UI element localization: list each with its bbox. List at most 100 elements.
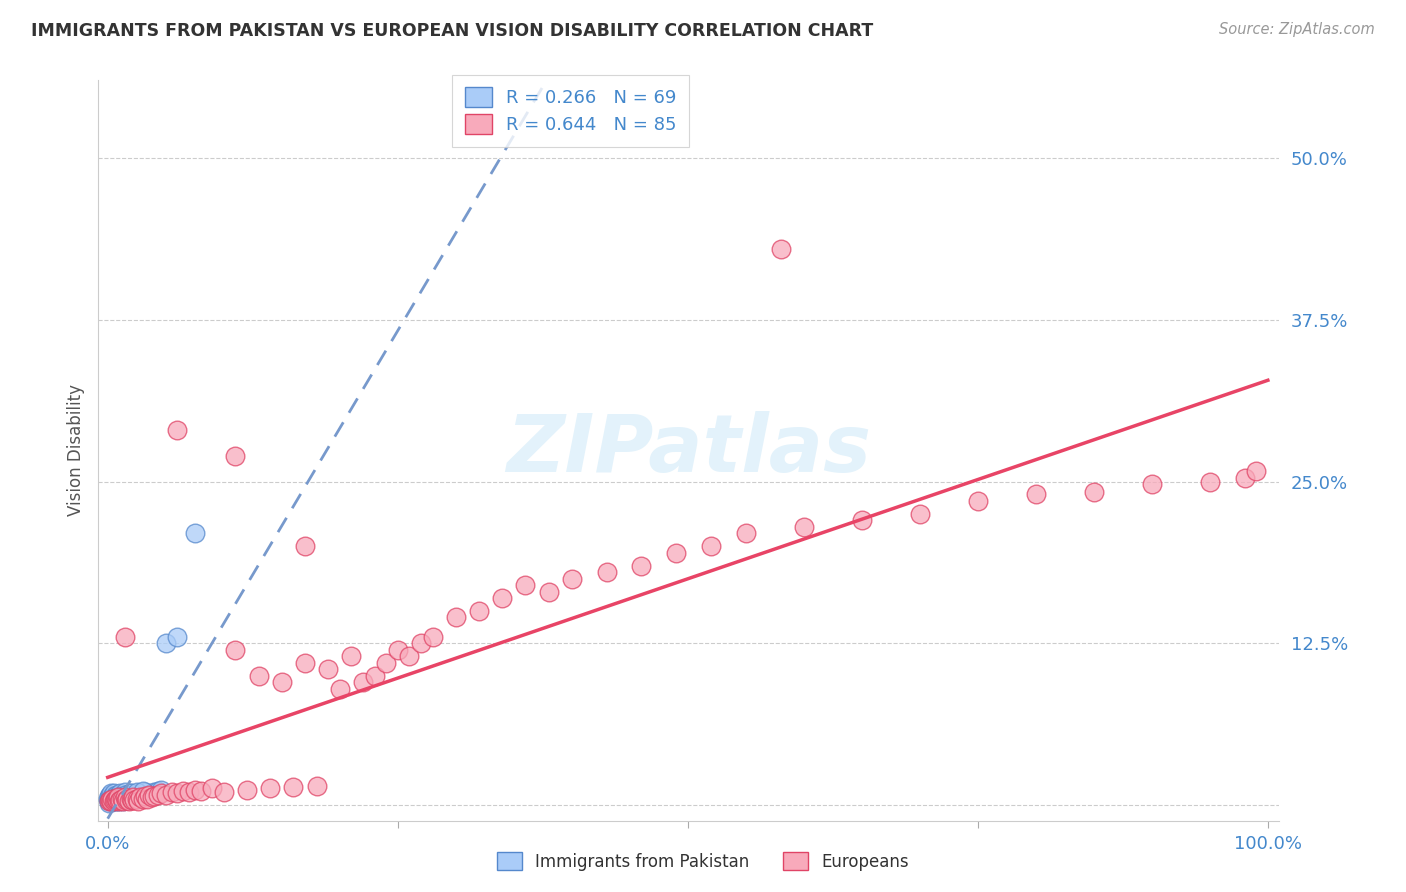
Point [97,794,120,808]
Point [101,791,124,805]
Point [117,791,139,805]
Point [160,785,183,799]
Point [100,787,122,801]
Point [305,779,328,793]
Point [101,791,124,805]
Point [329,681,352,696]
Point [108,794,131,808]
Point [595,565,617,579]
Point [515,578,537,592]
Point [104,788,127,802]
Point [111,794,134,808]
Point [104,793,127,807]
Point [352,675,374,690]
Point [101,794,124,808]
Point [1198,475,1220,489]
Point [100,794,122,808]
Point [112,793,135,807]
Point [468,604,491,618]
Point [146,784,169,798]
Point [122,790,145,805]
Point [122,789,145,803]
Point [98,793,121,807]
Point [294,539,316,553]
Point [166,630,188,644]
Point [183,526,205,541]
Point [236,782,259,797]
Point [128,787,150,801]
Point [409,636,432,650]
Point [247,668,270,682]
Point [630,558,652,573]
Point [224,449,246,463]
Point [851,513,873,527]
Point [115,793,138,807]
Point [120,791,142,805]
Point [283,780,305,794]
Point [422,630,444,644]
Point [172,784,194,798]
Point [166,787,188,801]
Point [1140,477,1163,491]
Point [111,791,134,805]
Legend: R = 0.266   N = 69, R = 0.644   N = 85: R = 0.266 N = 69, R = 0.644 N = 85 [453,75,689,147]
Point [115,793,138,807]
Point [101,794,124,808]
Point [111,790,134,805]
Point [491,591,513,605]
Point [143,785,166,799]
Point [136,791,159,805]
Point [125,790,148,805]
Point [107,788,129,802]
Point [908,507,931,521]
Point [769,242,792,256]
Point [124,788,146,802]
Point [375,656,398,670]
Point [134,789,156,803]
Point [146,788,169,802]
Point [124,793,146,807]
Point [100,793,122,807]
Point [270,675,292,690]
Point [105,791,128,805]
Point [131,789,153,803]
Point [103,791,125,805]
Point [120,787,142,801]
Point [97,793,120,807]
Point [141,790,163,805]
Point [114,790,136,805]
Point [316,662,339,676]
Point [1244,464,1267,478]
Point [98,794,121,808]
Point [111,794,134,808]
Point [259,781,281,796]
Point [121,790,143,805]
Point [101,789,124,803]
Point [444,610,467,624]
Point [143,789,166,803]
Point [127,794,149,808]
Point [1233,470,1256,484]
Point [108,791,131,805]
Point [125,785,148,799]
Y-axis label: Vision Disability: Vision Disability [66,384,84,516]
Point [155,636,177,650]
Point [111,791,134,805]
Point [97,791,120,805]
Point [131,784,153,798]
Point [104,793,127,807]
Point [665,546,688,560]
Text: Source: ZipAtlas.com: Source: ZipAtlas.com [1219,22,1375,37]
Point [110,793,132,807]
Point [138,788,160,802]
Point [340,649,363,664]
Point [294,656,316,670]
Point [110,787,132,801]
Point [183,782,205,797]
Point [212,785,235,799]
Point [100,790,122,805]
Point [129,790,152,805]
Point [141,787,163,801]
Text: ZIPatlas: ZIPatlas [506,411,872,490]
Point [117,793,139,807]
